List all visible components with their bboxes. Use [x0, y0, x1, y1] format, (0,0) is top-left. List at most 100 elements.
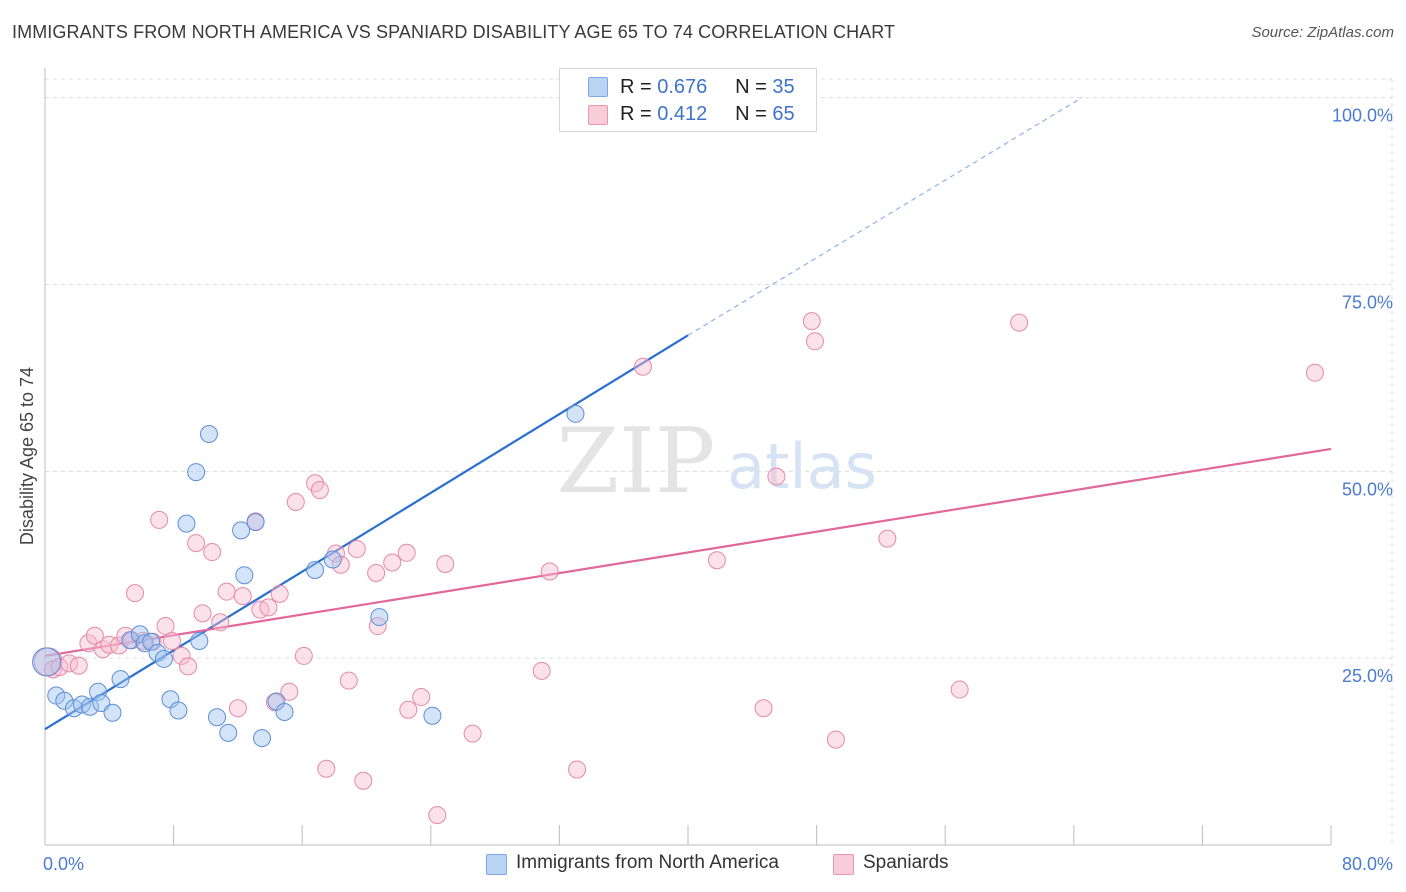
legend-r-value-pink: 0.412	[657, 103, 708, 125]
trend-line-blue-extension	[687, 97, 1083, 336]
chart-title: IMMIGRANTS FROM NORTH AMERICA VS SPANIAR…	[12, 22, 896, 42]
data-point-blue	[81, 697, 100, 716]
source-credit: Source: ZipAtlas.com	[1251, 24, 1394, 41]
data-point-pink	[162, 631, 181, 650]
data-point-pink	[203, 543, 222, 562]
data-point-pink	[397, 543, 416, 562]
data-point-blue	[177, 514, 196, 533]
data-point-pink	[270, 584, 289, 603]
legend-swatch-pink	[588, 105, 608, 125]
data-point-pink	[399, 700, 418, 719]
data-point-pink	[339, 671, 358, 690]
bottom-legend-immigrants: Immigrants from North America	[486, 852, 779, 875]
data-point-pink	[532, 661, 551, 680]
data-point-blue	[199, 424, 218, 443]
data-point-pink	[85, 626, 104, 645]
watermark-zip: ZIP	[557, 409, 716, 514]
data-point-pink	[707, 551, 726, 570]
data-point-pink	[367, 563, 386, 582]
legend-n-value-pink: 65	[772, 103, 795, 125]
data-point-pink	[540, 562, 559, 581]
data-point-pink	[436, 555, 455, 574]
data-point-blue	[323, 550, 342, 569]
legend-r-label: R =	[620, 103, 652, 125]
data-point-pink	[767, 467, 786, 486]
legend-n-value-blue: 35	[772, 76, 795, 98]
data-point-blue	[32, 647, 62, 677]
data-point-pink	[217, 582, 236, 601]
data-point-pink	[347, 540, 366, 559]
data-point-pink	[193, 604, 212, 623]
data-point-pink	[126, 584, 145, 603]
data-point-pink	[805, 332, 824, 351]
data-point-blue	[232, 521, 251, 540]
data-point-pink	[265, 693, 284, 712]
data-point-blue	[111, 670, 130, 689]
grid-lines	[45, 78, 1393, 845]
data-point-blue	[219, 723, 238, 742]
data-point-blue	[190, 631, 209, 650]
legend-swatch-blue	[588, 77, 608, 97]
data-point-pink	[259, 598, 278, 617]
data-point-pink	[233, 587, 252, 606]
bottom-legend-spaniards: Spaniards	[833, 852, 949, 875]
data-point-blue	[235, 566, 254, 585]
data-point-blue	[103, 703, 122, 722]
data-point-blue	[370, 608, 389, 627]
data-point-blue	[130, 625, 149, 644]
watermark-atlas: atlas	[727, 430, 877, 503]
data-point-blue	[253, 729, 272, 748]
x-tick-label-min: 0.0%	[43, 854, 84, 874]
bottom-legend-swatch-blue	[486, 854, 507, 875]
data-point-blue	[275, 702, 294, 721]
y-tick-labels: 25.0% 50.0% 75.0% 100.0%	[1332, 106, 1393, 686]
data-point-pink	[463, 724, 482, 743]
data-point-pink	[156, 617, 175, 636]
data-point-blue	[135, 634, 154, 653]
data-point-pink	[228, 699, 247, 718]
data-point-blue	[246, 513, 265, 532]
trend-lines	[44, 97, 1332, 731]
data-point-pink	[280, 682, 299, 701]
data-point-blue	[423, 706, 442, 725]
axes	[44, 68, 1332, 846]
data-point-pink	[294, 646, 313, 665]
data-point-pink	[310, 481, 329, 500]
legend-r-value-blue: 0.676	[657, 76, 708, 98]
legend-r-label: R =	[620, 76, 652, 98]
data-point-blue	[208, 708, 227, 727]
data-point-pink	[412, 688, 431, 707]
data-point-pink	[187, 534, 206, 553]
data-point-blue	[187, 463, 206, 482]
data-point-blue	[306, 560, 325, 579]
data-points	[32, 88, 1324, 825]
data-point-blue	[142, 632, 161, 651]
correlation-legend: R = 0.676 N = 35 R = 0.412 N = 65	[559, 68, 817, 132]
data-point-pink	[802, 312, 821, 331]
trend-line-pink	[44, 447, 1332, 658]
data-point-blue	[89, 682, 108, 701]
data-point-pink	[878, 529, 897, 548]
y-axis-label: Disability Age 65 to 74	[17, 367, 37, 545]
data-point-pink	[179, 657, 198, 676]
data-point-blue	[566, 404, 585, 423]
data-point-blue	[121, 631, 140, 650]
data-point-pink	[428, 806, 447, 825]
bottom-legend-swatch-pink	[833, 854, 854, 875]
data-point-pink	[568, 760, 587, 779]
bottom-legend-label-spaniards: Spaniards	[863, 852, 949, 873]
y-tick-label: 75.0%	[1342, 293, 1393, 313]
zipatlas-watermark: ZIP atlas	[557, 409, 877, 514]
data-point-pink	[69, 656, 88, 675]
data-point-pink	[368, 617, 387, 636]
data-point-blue	[154, 649, 173, 668]
data-point-pink	[100, 635, 119, 654]
data-point-pink	[172, 646, 191, 665]
data-point-pink	[826, 730, 845, 749]
bottom-legend-label-immigrants: Immigrants from North America	[516, 852, 779, 873]
x-tick-labels: 0.0% 80.0%	[43, 854, 1393, 874]
legend-n-label: N =	[735, 76, 767, 98]
data-point-pink	[1010, 313, 1029, 332]
data-point-pink	[633, 357, 652, 376]
